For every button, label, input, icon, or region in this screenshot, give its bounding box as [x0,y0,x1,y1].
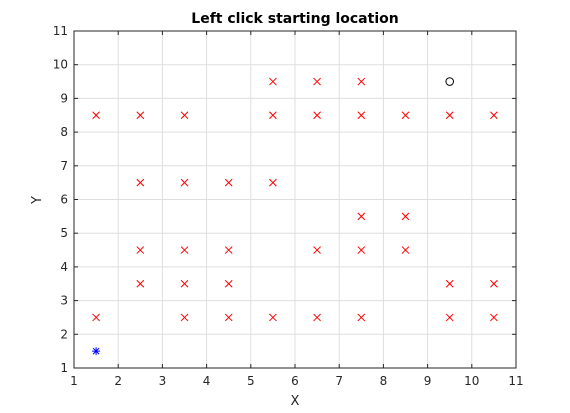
y-tick-label: 5 [60,226,68,240]
data-point [445,313,454,322]
data-point [490,111,498,120]
data-point [357,246,366,254]
data-point [180,178,189,187]
y-tick-label: 11 [53,24,68,38]
y-tick-label: 10 [53,58,68,72]
y-tick-label: 7 [60,159,68,173]
data-point [224,279,233,288]
data-point [180,279,189,288]
data-point [92,111,100,120]
data-point [401,111,410,120]
x-axis-label: X [291,394,300,409]
data-points [92,77,498,356]
x-tick-label: 3 [159,374,167,388]
data-point [445,111,454,120]
x-tick-label: 11 [508,374,523,388]
data-point [313,246,321,254]
data-point [92,347,101,356]
data-point [180,313,189,322]
data-point [180,246,189,254]
x-tick-label: 7 [335,374,343,388]
data-point [224,313,233,322]
data-point [401,246,410,254]
data-point [313,111,321,120]
y-tick-label: 4 [60,260,68,274]
x-tick-label: 4 [203,374,211,388]
data-point [224,246,233,254]
chart-title: Left click starting location [191,11,398,27]
data-point [136,246,145,254]
y-tick-label: 6 [60,193,68,207]
x-tick-label: 6 [291,374,299,388]
data-point [445,77,455,86]
data-point [490,279,498,288]
data-point [401,212,410,221]
x-tick-label: 5 [247,374,255,388]
data-point [445,279,454,288]
x-tick-label: 1 [70,374,78,388]
data-point [269,77,277,86]
data-point [357,111,366,120]
data-point [490,313,498,322]
data-point [269,111,277,120]
y-tick-label: 8 [60,125,68,139]
data-point [269,178,277,187]
x-tick-label: 9 [424,374,432,388]
data-point [313,77,321,86]
data-point [269,313,277,322]
x-tick-label: 8 [380,374,388,388]
data-point [357,77,366,86]
data-point [224,178,233,187]
data-point [180,111,189,120]
y-tick-label: 3 [60,294,68,308]
data-point [92,313,100,322]
data-point [136,111,145,120]
y-tick-label: 2 [60,327,68,341]
data-point [136,178,145,187]
x-tick-label: 10 [464,374,479,388]
data-point [313,313,321,322]
x-tick-label: 2 [114,374,122,388]
data-point [136,279,145,288]
data-point [357,212,366,221]
y-axis-label: Y [30,196,45,205]
data-point [357,313,366,322]
y-tick-label: 9 [60,91,68,105]
y-tick-label: 1 [60,361,68,375]
